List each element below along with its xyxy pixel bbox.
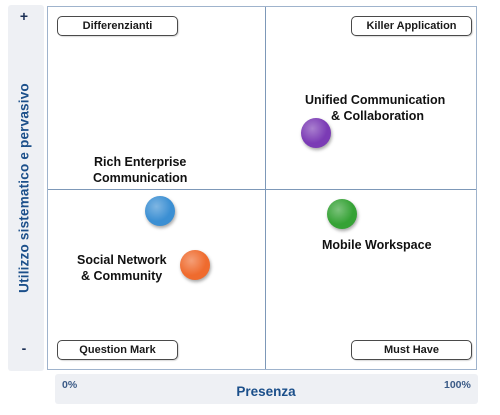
- item-label-line: Mobile Workspace: [322, 238, 432, 252]
- item-label-line: Rich Enterprise: [94, 155, 187, 169]
- x-axis-band: [55, 374, 478, 404]
- item-label-line: & Community: [81, 269, 163, 283]
- y-axis-minus-sign: -: [21, 340, 27, 356]
- bubble-unified-communication: [301, 118, 331, 148]
- x-axis-max-label: 100%: [444, 379, 471, 391]
- y-axis-label: Utilizzo sistematico e pervasivo: [16, 83, 32, 293]
- item-label-line: Unified Communication: [305, 93, 446, 107]
- matrix-plot-area: [47, 6, 477, 370]
- item-label-line: & Collaboration: [331, 109, 425, 123]
- item-label-mobile-workspace: Mobile Workspace: [322, 237, 432, 253]
- item-label-rich-enterprise: Rich Enterprise Communication: [93, 154, 187, 186]
- bubble-social-network: [180, 250, 210, 280]
- bubble-rich-enterprise: [145, 196, 175, 226]
- quadrant-tag-must-have: Must Have: [351, 340, 472, 360]
- quadrant-tag-killer-application: Killer Application: [351, 16, 472, 36]
- y-axis-band: [8, 5, 44, 371]
- x-axis-label: Presenza: [236, 384, 296, 399]
- horizontal-divider: [48, 189, 476, 190]
- item-label-line: Communication: [93, 171, 188, 185]
- bubble-mobile-workspace: [327, 199, 357, 229]
- y-axis-plus-sign: +: [19, 8, 29, 24]
- item-label-line: Social Network: [77, 253, 167, 267]
- quadrant-tag-question-mark: Question Mark: [57, 340, 178, 360]
- item-label-unified-communication: Unified Communication & Collaboration: [305, 92, 445, 124]
- quadrant-tag-differenzianti: Differenzianti: [57, 16, 178, 36]
- vertical-divider: [265, 7, 266, 369]
- item-label-social-network: Social Network & Community: [77, 252, 167, 284]
- x-axis-min-label: 0%: [62, 379, 78, 391]
